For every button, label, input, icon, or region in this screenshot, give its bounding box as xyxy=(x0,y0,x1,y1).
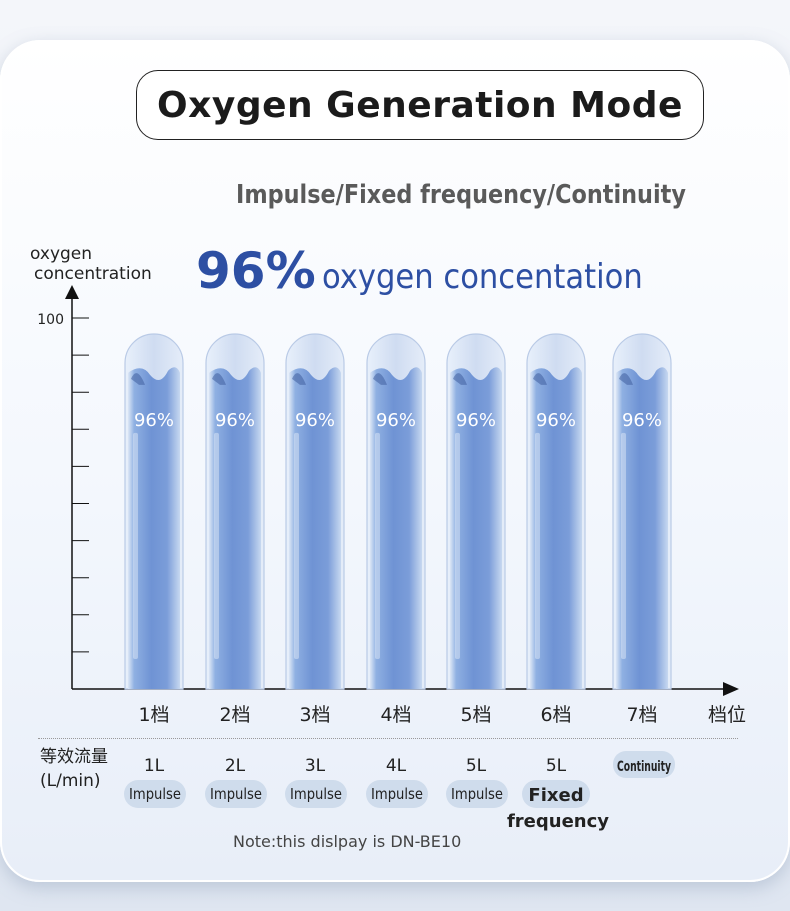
y-tick-label: 100 xyxy=(37,312,64,328)
headline-text: oxygen concentation xyxy=(321,257,643,297)
note: Note:this dislpay is DN-BE10 xyxy=(233,832,462,851)
y-axis-label-line1: oxygen xyxy=(30,244,93,264)
flow-value: 1L xyxy=(144,756,165,776)
flow-value: 2L xyxy=(225,756,246,776)
flow-value: 5L xyxy=(466,756,487,776)
bar: 96% xyxy=(612,333,672,690)
tube-shadow xyxy=(131,373,145,385)
flow-value: 5L xyxy=(546,756,567,776)
tube-shadow xyxy=(292,373,306,385)
tube-highlight xyxy=(621,432,626,659)
tube-liquid xyxy=(370,367,422,689)
flow-header: 等效流量 (L/min) xyxy=(40,745,108,793)
mode-label: Continuity xyxy=(617,759,671,775)
x-tick-label: 5档 xyxy=(460,704,491,726)
bar: 96% xyxy=(124,333,184,690)
x-axis-label: 档位 xyxy=(708,704,746,726)
tube-highlight xyxy=(455,432,460,659)
bar: 96% xyxy=(366,333,426,690)
mode-pill xyxy=(613,751,675,778)
flow-header-line2: (L/min) xyxy=(40,771,101,791)
tube-shadow xyxy=(453,373,467,385)
mode-pill xyxy=(205,780,267,808)
bar: 96% xyxy=(446,333,506,690)
bar: 96% xyxy=(526,333,586,690)
tube-liquid xyxy=(450,367,502,689)
mode-label: Impulse xyxy=(451,785,503,803)
tube-highlight xyxy=(375,432,380,659)
chart-subtitle: Impulse/Fixed frequency/Continuity xyxy=(236,180,686,210)
mode-pill xyxy=(522,780,590,808)
bar-data-label: 96% xyxy=(536,410,576,431)
bar-data-label: 96% xyxy=(622,410,662,431)
mode-pill xyxy=(124,780,186,808)
tube-liquid xyxy=(616,367,668,689)
y-axis-arrow xyxy=(65,285,79,299)
mode-label: Impulse xyxy=(210,785,262,803)
x-tick-label: 2档 xyxy=(219,704,250,726)
x-tick-label: 3档 xyxy=(299,704,330,726)
mode-label: Impulse xyxy=(129,785,181,803)
mode-label: Fixed xyxy=(528,785,583,806)
flow-value: 4L xyxy=(386,756,407,776)
mode-label: Impulse xyxy=(371,785,423,803)
tube-shadow xyxy=(619,373,633,385)
mode-label: frequency xyxy=(507,811,609,832)
headline-percent: 96% xyxy=(196,242,316,300)
x-tick-label: 6档 xyxy=(540,704,571,726)
x-axis-arrow xyxy=(723,682,739,696)
chart-title: Oxygen Generation Mode xyxy=(157,84,683,126)
mode-pill xyxy=(285,780,347,808)
tube-highlight xyxy=(214,432,219,659)
tube-highlight xyxy=(133,432,138,659)
headline: 96% oxygen concentation xyxy=(196,242,678,300)
y-axis-label-line2: concentration xyxy=(34,264,152,284)
bar-data-label: 96% xyxy=(134,410,174,431)
x-tick-label: 1档 xyxy=(138,704,169,726)
tube-liquid xyxy=(128,367,180,689)
bar: 96% xyxy=(285,333,345,690)
tube-shadow xyxy=(373,373,387,385)
bar-data-label: 96% xyxy=(456,410,496,431)
title-box: Oxygen Generation Mode xyxy=(136,70,704,140)
tube-highlight xyxy=(535,432,540,659)
x-tick-label: 4档 xyxy=(380,704,411,726)
mode-pill xyxy=(366,780,428,808)
tube-shadow xyxy=(212,373,226,385)
tube-liquid xyxy=(209,367,261,689)
flow-value: 3L xyxy=(305,756,326,776)
tube-liquid xyxy=(289,367,341,689)
separator xyxy=(38,738,738,739)
bar-data-label: 96% xyxy=(295,410,335,431)
mode-label: Impulse xyxy=(290,785,342,803)
tube-liquid xyxy=(530,367,582,689)
mode-pill xyxy=(446,780,508,808)
bar: 96% xyxy=(205,333,265,690)
tube-highlight xyxy=(294,432,299,659)
y-axis-label: oxygen concentration xyxy=(30,244,152,284)
bar-data-label: 96% xyxy=(376,410,416,431)
bar-data-label: 96% xyxy=(215,410,255,431)
flow-header-line1: 等效流量 xyxy=(40,747,108,767)
x-tick-label: 7档 xyxy=(626,704,657,726)
tube-shadow xyxy=(533,373,547,385)
